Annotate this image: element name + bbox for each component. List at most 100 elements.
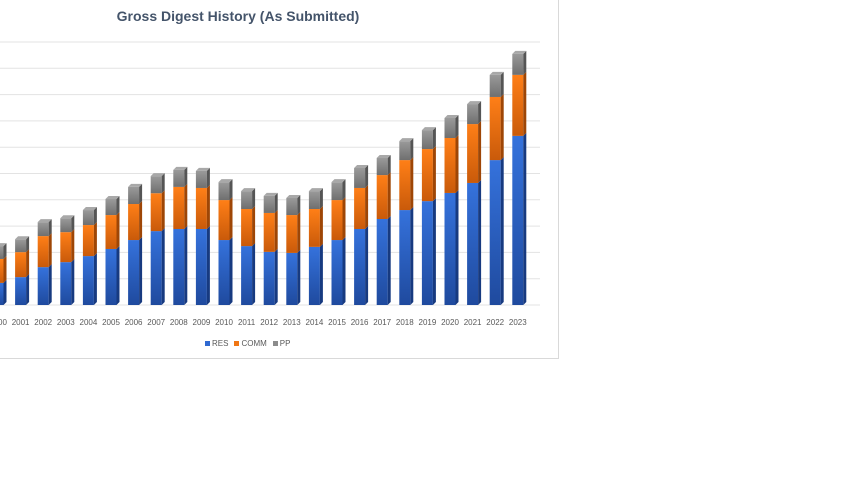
bar-res-2021 <box>467 182 479 305</box>
x-tick-label: 2015 <box>328 318 346 327</box>
bar-side-pp-2018 <box>410 138 414 161</box>
bar-side-pp-2021 <box>478 101 482 125</box>
bar-top-2010 <box>218 179 233 183</box>
bar-top-2017 <box>376 154 391 158</box>
bar-side-res-2005 <box>116 245 120 305</box>
bar-res-2014 <box>308 246 320 305</box>
bar-side-res-2012 <box>274 248 278 305</box>
bar-top-2000 <box>0 243 7 247</box>
bar-res-2022 <box>489 160 501 305</box>
bar-res-2018 <box>399 210 411 305</box>
bar-stack-2020 <box>444 115 459 305</box>
bar-comm-2023 <box>512 74 524 136</box>
bar-stack-2010 <box>218 179 233 305</box>
x-tick-label: 2014 <box>306 318 324 327</box>
bar-res-2001 <box>15 277 27 305</box>
x-tick-label: 2021 <box>464 318 482 327</box>
bar-comm-2008 <box>173 186 185 229</box>
bar-side-pp-2001 <box>26 236 30 253</box>
bar-top-2008 <box>173 166 188 170</box>
legend-item-pp: PP <box>272 339 290 348</box>
bar-stack-2016 <box>354 164 369 305</box>
plot-area: 2000 2001 2002 2003 2004 2005 2006 2007 2008 2009… <box>0 41 540 327</box>
bar-stack-2013 <box>286 194 301 305</box>
bar-top-2019 <box>421 127 436 131</box>
bar-side-comm-2006 <box>139 201 143 241</box>
bar-pp-2006 <box>128 186 140 205</box>
bar-side-res-2002 <box>48 264 52 305</box>
bar-side-comm-2011 <box>252 206 256 247</box>
bar-side-comm-2022 <box>500 93 504 161</box>
bar-stack-2014 <box>308 188 323 305</box>
bar-side-res-2023 <box>523 132 527 305</box>
bar-comm-2005 <box>105 215 117 249</box>
bar-stack-2007 <box>150 173 165 305</box>
bar-comm-2002 <box>37 236 49 268</box>
legend-item-res: RES <box>205 339 228 348</box>
bar-pp-2000 <box>0 246 4 259</box>
bar-side-pp-2011 <box>252 188 256 210</box>
x-tick-label: 2012 <box>260 318 278 327</box>
legend-swatch <box>272 341 278 346</box>
legend-swatch <box>205 341 210 346</box>
legend-label: RES <box>212 339 229 348</box>
x-tick-label: 2011 <box>238 318 256 327</box>
bar-stack-2000 <box>0 243 7 305</box>
bar-side-res-2017 <box>387 215 391 305</box>
bar-comm-2009 <box>195 187 207 229</box>
bar-top-2023 <box>512 50 527 54</box>
bar-pp-2022 <box>489 74 501 97</box>
bar-side-comm-2020 <box>455 134 459 193</box>
bar-pp-2016 <box>354 167 366 188</box>
bar-side-comm-2003 <box>71 229 75 263</box>
x-tick-label: 2002 <box>34 318 52 327</box>
bar-stack-2005 <box>105 196 120 305</box>
bar-pp-2005 <box>105 199 117 216</box>
x-tick-label: 2003 <box>57 318 75 327</box>
bar-stack-2002 <box>37 219 52 305</box>
x-tick-label: 2020 <box>441 318 459 327</box>
bar-top-2014 <box>308 188 323 192</box>
bar-stack-2018 <box>399 138 414 305</box>
x-tick-label: 2006 <box>125 318 143 327</box>
bar-top-2003 <box>60 215 75 219</box>
bar-pp-2008 <box>173 169 185 187</box>
bar-comm-2000 <box>0 258 4 283</box>
bar-side-pp-2004 <box>93 207 97 226</box>
bar-pp-2003 <box>60 218 72 233</box>
x-tick-label: 2016 <box>351 318 369 327</box>
x-tick-label: 2013 <box>283 318 301 327</box>
bar-side-pp-2019 <box>432 127 436 150</box>
bar-side-pp-2017 <box>387 154 391 176</box>
bar-pp-2011 <box>241 191 253 210</box>
bar-pp-2015 <box>331 182 343 201</box>
bar-side-pp-2002 <box>48 219 52 237</box>
bar-comm-2020 <box>444 137 456 193</box>
bar-res-2011 <box>241 246 253 305</box>
bar-res-2004 <box>82 256 94 305</box>
bar-pp-2010 <box>218 182 230 201</box>
bar-stack-2019 <box>421 127 436 305</box>
bar-res-2020 <box>444 192 456 305</box>
bar-side-pp-2015 <box>342 179 346 201</box>
bar-pp-2001 <box>15 239 27 253</box>
bar-side-comm-2023 <box>523 71 527 136</box>
bar-side-res-2014 <box>319 243 323 305</box>
bar-res-2012 <box>263 251 275 305</box>
bar-side-comm-2015 <box>342 197 346 241</box>
x-tick-label: 2023 <box>509 318 527 327</box>
bar-stack-2023 <box>512 50 527 305</box>
bar-comm-2003 <box>60 232 72 263</box>
bar-comm-2015 <box>331 200 343 241</box>
bar-comm-2004 <box>82 225 94 257</box>
bar-side-res-2006 <box>139 237 143 305</box>
bar-side-pp-2023 <box>523 50 527 75</box>
bar-stack-2004 <box>82 207 97 305</box>
bar-comm-2007 <box>150 193 162 232</box>
bar-pp-2012 <box>263 195 275 213</box>
chart-title: Gross Digest History (As Submitted) <box>116 8 360 24</box>
bar-stack-2003 <box>60 215 75 305</box>
bar-side-pp-2016 <box>365 164 369 188</box>
bar-side-comm-2008 <box>184 183 188 229</box>
bar-side-comm-2018 <box>410 157 414 211</box>
